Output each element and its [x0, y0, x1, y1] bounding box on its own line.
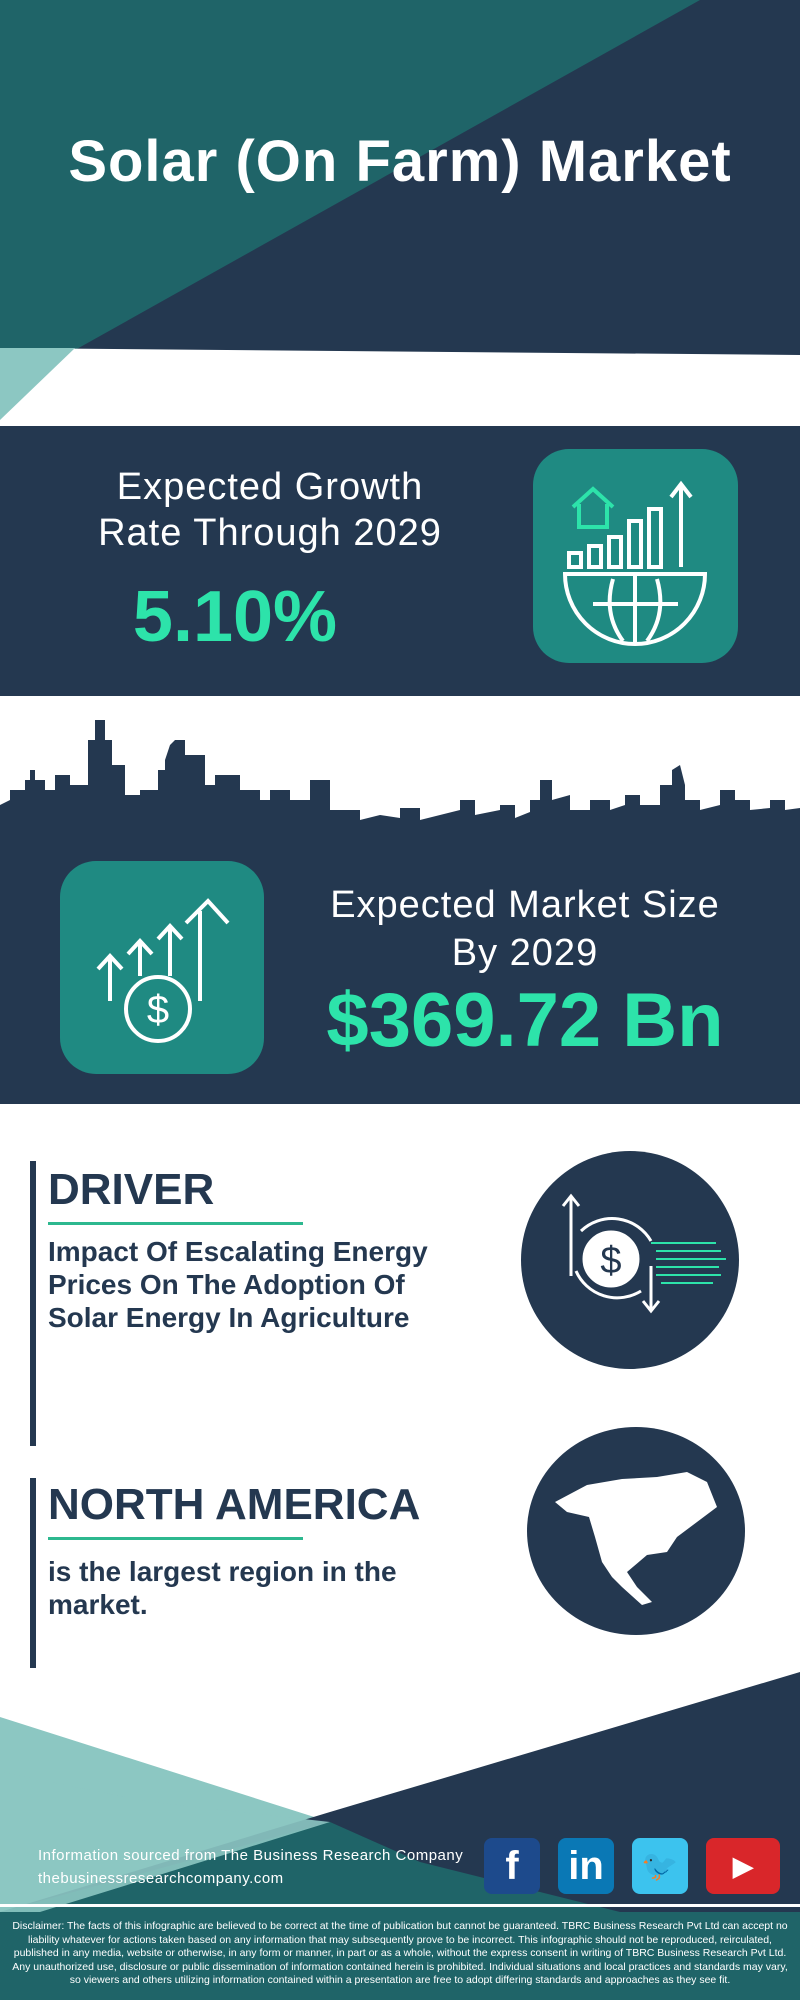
driver-underline [48, 1222, 303, 1225]
growth-globe-chart-icon [533, 449, 738, 663]
driver-text: Impact Of Escalating Energy Prices On Th… [48, 1235, 428, 1334]
price-exchange-icon: $ [521, 1151, 739, 1369]
driver-line: Impact Of Escalating Energy [48, 1236, 428, 1267]
market-size-section: $ Expected Market Size By 2029 $369.72 B… [0, 842, 800, 1104]
twitter-icon[interactable]: 🐦 [632, 1838, 688, 1894]
page-title: Solar (On Farm) Market [68, 129, 732, 194]
growth-section: Expected Growth Rate Through 2029 5.10% [0, 426, 800, 696]
disclaimer: Disclaimer: The facts of this infographi… [0, 1912, 800, 2000]
growth-label-1: Expected Growth [116, 466, 424, 508]
website-link[interactable]: thebusinessresearchcompany.com [38, 1870, 284, 1887]
market-label-2: By 2029 [451, 932, 599, 974]
region-text: is the largest region in the market. [48, 1555, 397, 1621]
north-america-map-icon [527, 1427, 745, 1635]
market-label-1: Expected Market Size [330, 884, 720, 926]
source-text: Information sourced from The Business Re… [38, 1847, 464, 1864]
region-line: is the largest region in the [48, 1556, 397, 1587]
city-skyline [0, 720, 800, 845]
driver-accent-bar [30, 1161, 36, 1446]
facebook-icon[interactable]: f [484, 1838, 540, 1894]
driver-line: Prices On The Adoption Of [48, 1269, 405, 1300]
money-growth-icon: $ [60, 861, 264, 1074]
region-heading: NORTH AMERICA [48, 1480, 421, 1529]
driver-heading: DRIVER [48, 1165, 215, 1214]
driver-line: Solar Energy In Agriculture [48, 1302, 410, 1333]
growth-value: 5.10% [132, 577, 338, 657]
social-links: f in 🐦 ▶ [484, 1838, 780, 1894]
region-accent-bar [30, 1478, 36, 1668]
region-line: market. [48, 1589, 148, 1620]
youtube-icon[interactable]: ▶ [706, 1838, 780, 1894]
linkedin-icon[interactable]: in [558, 1838, 614, 1894]
market-value: $369.72 Bn [326, 978, 724, 1063]
svg-text:$: $ [600, 1240, 621, 1282]
header-background [0, 0, 800, 430]
svg-text:$: $ [147, 988, 169, 1032]
growth-label-2: Rate Through 2029 [98, 512, 442, 554]
region-underline [48, 1537, 303, 1540]
